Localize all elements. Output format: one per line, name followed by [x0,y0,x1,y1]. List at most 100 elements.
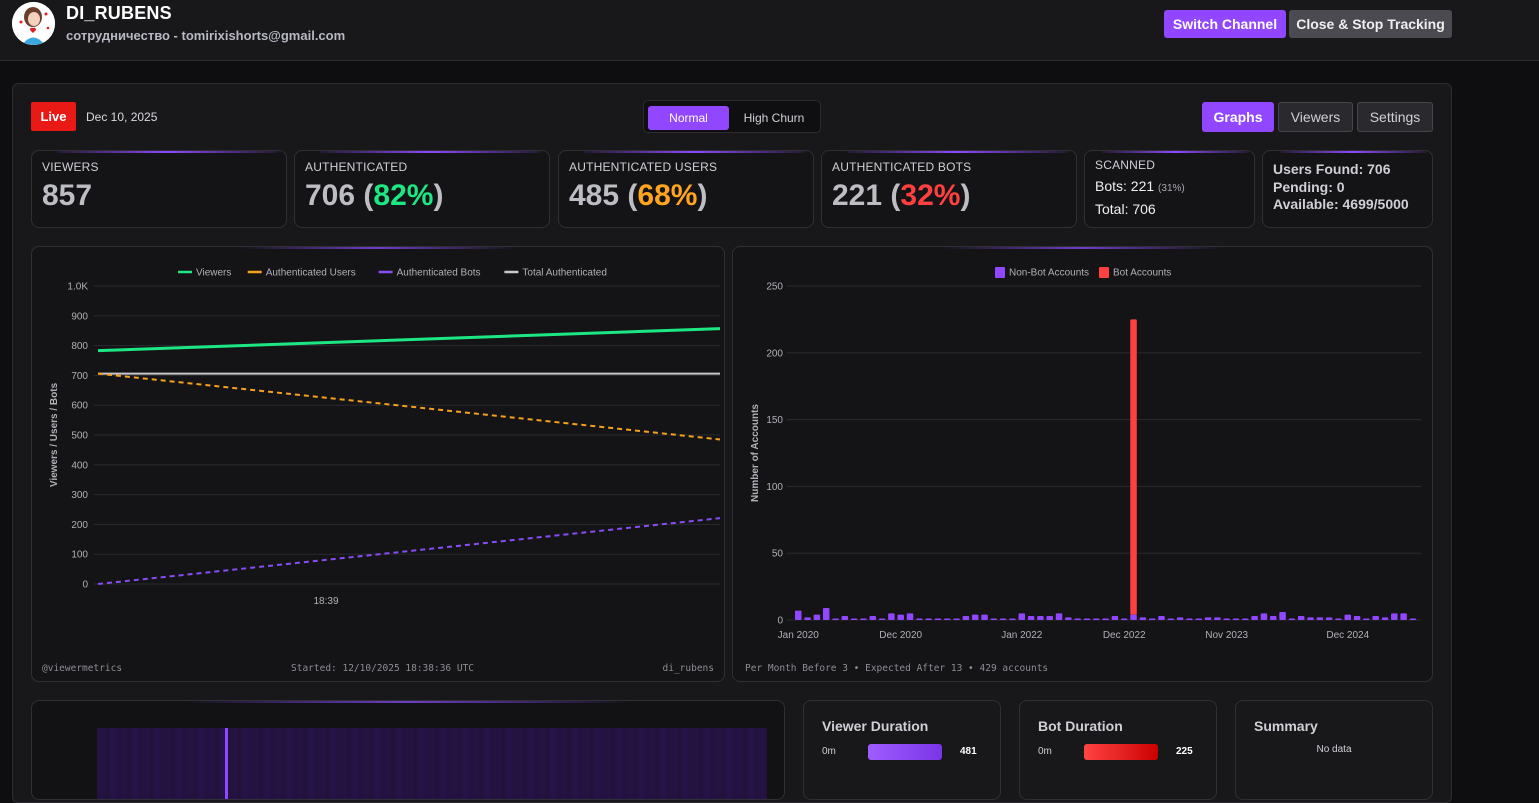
users-found: Users Found: 706 [1273,161,1391,177]
stat-value: 706 (82%) [305,179,444,212]
bar-non-bot [934,618,942,620]
stat-label: AUTHENTICATED USERS [569,160,718,174]
y-tick-label: 800 [71,341,88,352]
scanned-bots: Bots: 221 (31%) [1095,178,1185,194]
bar-non-bot [1046,615,1053,620]
bar-non-bot [1186,618,1193,620]
stat-number: 485 [569,179,620,212]
viewer-duration-count: 481 [960,746,977,757]
bar-non-bot [1065,617,1072,620]
bar-non-bot [1251,615,1258,620]
bar-non-bot [795,610,802,620]
bot-duration-title: Bot Duration [1038,718,1123,734]
x-tick-label: Dec 2020 [879,630,922,641]
series-line-authenticated-users [97,372,721,441]
account-age-bar-chart-card: 0 50 100 150 200 250 Number of Accounts Non-Bot… [732,246,1433,682]
bar-non-bot [813,614,821,620]
y-tick-label: 1.0K [67,282,88,293]
bar-non-bot [1316,617,1324,620]
viewer-duration-title: Viewer Duration [822,718,929,734]
avatar-image [12,2,55,45]
duration-row-label: 0m [1038,746,1052,757]
bar-non-bot [1223,618,1230,620]
bar-non-bot [925,618,932,620]
scanned-bots-percent: (31%) [1158,183,1185,194]
tab-graphs[interactable]: Graphs [1202,102,1274,132]
scanned-total: Total: 706 [1095,201,1156,217]
bar-non-bot [1120,618,1128,620]
pending-count: Pending: 0 [1273,179,1345,195]
heatmap-marker [225,728,228,799]
mode-toggle: Normal High Churn [643,100,821,133]
bar-non-bot [1158,615,1165,620]
bar-non-bot [1176,617,1184,620]
bar-non-bot [916,618,923,620]
switch-channel-button[interactable]: Switch Channel [1164,10,1286,38]
summary-empty-text: No data [1316,744,1352,755]
bar-non-bot [878,618,886,620]
close-stop-tracking-button[interactable]: Close & Stop Tracking [1289,10,1452,38]
x-tick-label: Jan 2020 [778,630,820,641]
bar-non-bot [1148,618,1156,620]
stat-label: AUTHENTICATED BOTS [832,160,972,174]
stat-percent: 82% [373,179,434,212]
viewer-duration-card: Viewer Duration 0m 481 [803,700,1001,800]
chart-footer-brand: @viewermetrics [42,663,123,674]
bar-non-bot [1391,613,1398,620]
chart-footer-channel: di_rubens [662,663,714,674]
stat-number: 221 [832,179,883,212]
bar-non-bot [850,618,858,620]
bar-non-bot [1018,613,1026,620]
bar-non-bot [1214,617,1221,620]
stat-label: SCANNED [1095,158,1156,172]
scanned-bots-text: Bots: 221 [1095,178,1155,194]
bar-non-bot [1167,618,1175,620]
viewer-heatmap [97,728,767,799]
bar-non-bot [1409,618,1417,620]
chart-footer-started: Started: 12/10/2025 18:38:36 UTC [291,663,475,674]
y-tick-label: 150 [766,415,783,426]
stream-date: Dec 10, 2025 [86,110,158,124]
bar-non-bot [1195,618,1202,620]
bar-non-bot [1381,617,1389,620]
y-tick-label: 600 [71,401,88,412]
chart-footer-summary: Per Month Before 3 • Expected After 13 •… [745,663,1049,674]
legend-label: Viewers [196,268,231,279]
bar-non-bot [962,615,970,620]
bar-non-bot [1204,617,1212,620]
mode-normal-button[interactable]: Normal [648,106,729,130]
legend-label: Authenticated Users [266,268,356,279]
bar-non-bot [944,618,951,620]
bar-non-bot [869,615,877,620]
mode-high-churn-button[interactable]: High Churn [743,111,805,125]
bar-non-bot [1130,614,1137,620]
bar-non-bot [832,618,839,620]
stat-card-users-found: Users Found: 706 Pending: 0 Available: 4… [1262,150,1433,228]
summary-card: Summary No data [1235,700,1433,800]
viewers-line-chart-card: 0 100 200 300 400 500 600 700 800 900 1.0K Viewers … [31,246,725,682]
summary-title: Summary [1254,718,1318,734]
bot-duration-count: 225 [1176,746,1193,757]
legend-label: Non-Bot Accounts [1009,268,1089,279]
channel-name: DI_RUBENS [66,3,172,23]
bar-non-bot [1232,618,1240,620]
bar-non-bot [1102,618,1109,620]
y-tick-label: 500 [71,431,88,442]
bar-non-bot [906,613,914,620]
bar-non-bot [841,615,849,620]
viewer-duration-bar [868,744,942,760]
bar-bot [1130,319,1137,615]
available-count: Available: 4699/5000 [1273,196,1409,212]
bar-non-bot [953,618,960,620]
y-tick-label: 50 [772,549,784,560]
y-axis-title: Number of Accounts [750,404,761,502]
y-tick-label: 100 [71,550,88,561]
bar-non-bot [1260,613,1268,620]
tab-viewers[interactable]: Viewers [1278,102,1353,132]
bar-non-bot [981,614,988,620]
tab-settings[interactable]: Settings [1357,102,1433,132]
stat-label: AUTHENTICATED [305,160,408,174]
stat-card-authenticated: AUTHENTICATED 706 (82%) [294,150,550,228]
stat-value: 221 (32%) [832,179,971,212]
bar-non-bot [1307,617,1314,620]
